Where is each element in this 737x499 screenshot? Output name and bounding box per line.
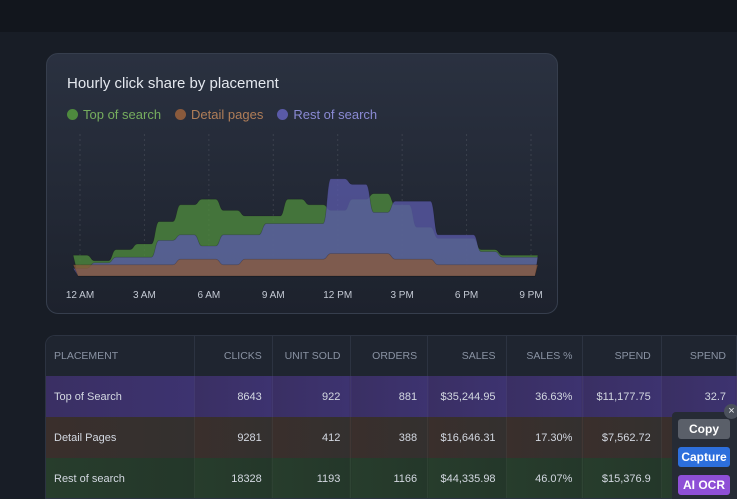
cell-orders: 388 [350, 417, 429, 458]
column-header-unit-sold[interactable]: UNIT SOLD [272, 336, 352, 376]
cell-spend: $7,562.72 [582, 417, 662, 458]
x-tick-label: 12 AM [66, 290, 94, 301]
column-header-spend[interactable]: SPEND [582, 336, 662, 376]
legend-label: Detail pages [191, 107, 264, 122]
table-header-row: PLACEMENT CLICKS UNIT SOLD ORDERS SALES … [46, 336, 737, 376]
x-tick-label: 12 PM [323, 290, 352, 301]
capture-button[interactable]: Capture [678, 447, 730, 467]
legend-dot-icon [175, 109, 187, 120]
click-share-chart: 12 AM 3 AM 6 AM 9 AM 12 PM 3 PM 6 PM 9 PM [66, 134, 543, 301]
column-header-clicks[interactable]: CLICKS [194, 336, 273, 376]
legend-item-rest-of-search[interactable]: Rest of search [277, 107, 377, 122]
legend-label: Top of search [83, 107, 162, 122]
cell-sales-percent: 17.30% [506, 417, 584, 458]
cell-unit-sold: 922 [272, 376, 352, 417]
cell-clicks: 8643 [194, 376, 273, 417]
cell-sales: $16,646.31 [427, 417, 507, 458]
ai-ocr-button[interactable]: AI OCR [678, 475, 730, 495]
cell-spend: $15,376.9 [582, 458, 662, 498]
legend-dot-icon [277, 109, 289, 120]
cell-placement: Top of Search [46, 376, 195, 417]
column-header-orders[interactable]: ORDERS [350, 336, 429, 376]
column-header-spend-2[interactable]: SPEND [661, 336, 737, 376]
copy-button[interactable]: Copy [678, 419, 730, 439]
x-tick-label: 3 PM [390, 290, 413, 301]
top-bar [0, 0, 737, 32]
cell-sales: $35,244.95 [427, 376, 507, 417]
legend-dot-icon [67, 109, 78, 120]
cell-orders: 1166 [350, 458, 429, 498]
chart-card: 12 AM 3 AM 6 AM 9 AM 12 PM 3 PM 6 PM 9 PM Hourl… [46, 53, 558, 314]
x-tick-label: 3 AM [133, 290, 156, 301]
x-tick-label: 9 PM [519, 290, 542, 301]
cell-unit-sold: 1193 [272, 458, 352, 498]
legend-item-detail-pages[interactable]: Detail pages [175, 107, 263, 122]
cell-unit-sold: 412 [272, 417, 352, 458]
cell-clicks: 9281 [194, 417, 273, 458]
ocr-toolbar: Copy Capture AI OCR [672, 412, 737, 499]
column-header-sales[interactable]: SALES [427, 336, 507, 376]
table-row[interactable]: Top of Search 8643 922 881 $35,244.95 36… [46, 376, 737, 417]
table-row[interactable]: Detail Pages 9281 412 388 $16,646.31 17.… [46, 417, 737, 458]
legend-label: Rest of search [293, 107, 378, 122]
chart-title: Hourly click share by placement [67, 75, 279, 92]
cell-sales-percent: 46.07% [506, 458, 584, 498]
series-area-detail-pages[interactable] [72, 253, 539, 277]
table-row[interactable]: Rest of search 18328 1193 1166 $44,335.9… [46, 458, 737, 498]
cell-spend: $11,177.75 [582, 376, 662, 417]
cell-sales: $44,335.98 [427, 458, 507, 498]
x-tick-label: 6 PM [455, 290, 478, 301]
close-icon[interactable]: × [724, 404, 737, 419]
cell-placement: Detail Pages [46, 417, 195, 458]
placement-table: PLACEMENT CLICKS UNIT SOLD ORDERS SALES … [45, 335, 737, 499]
series-area-rest-of-search[interactable] [72, 178, 539, 277]
column-header-placement[interactable]: PLACEMENT [46, 336, 195, 376]
chart-legend: Top of search Detail pages Rest of searc… [67, 107, 377, 122]
x-tick-label: 6 AM [197, 290, 220, 301]
cell-orders: 881 [350, 376, 429, 417]
cell-sales-percent: 36.63% [506, 376, 584, 417]
x-tick-label: 9 AM [262, 290, 285, 301]
cell-placement: Rest of search [46, 458, 195, 498]
cell-clicks: 18328 [194, 458, 273, 498]
column-header-sales-percent[interactable]: SALES % [506, 336, 584, 376]
legend-item-top-of-search[interactable]: Top of search [67, 107, 161, 122]
